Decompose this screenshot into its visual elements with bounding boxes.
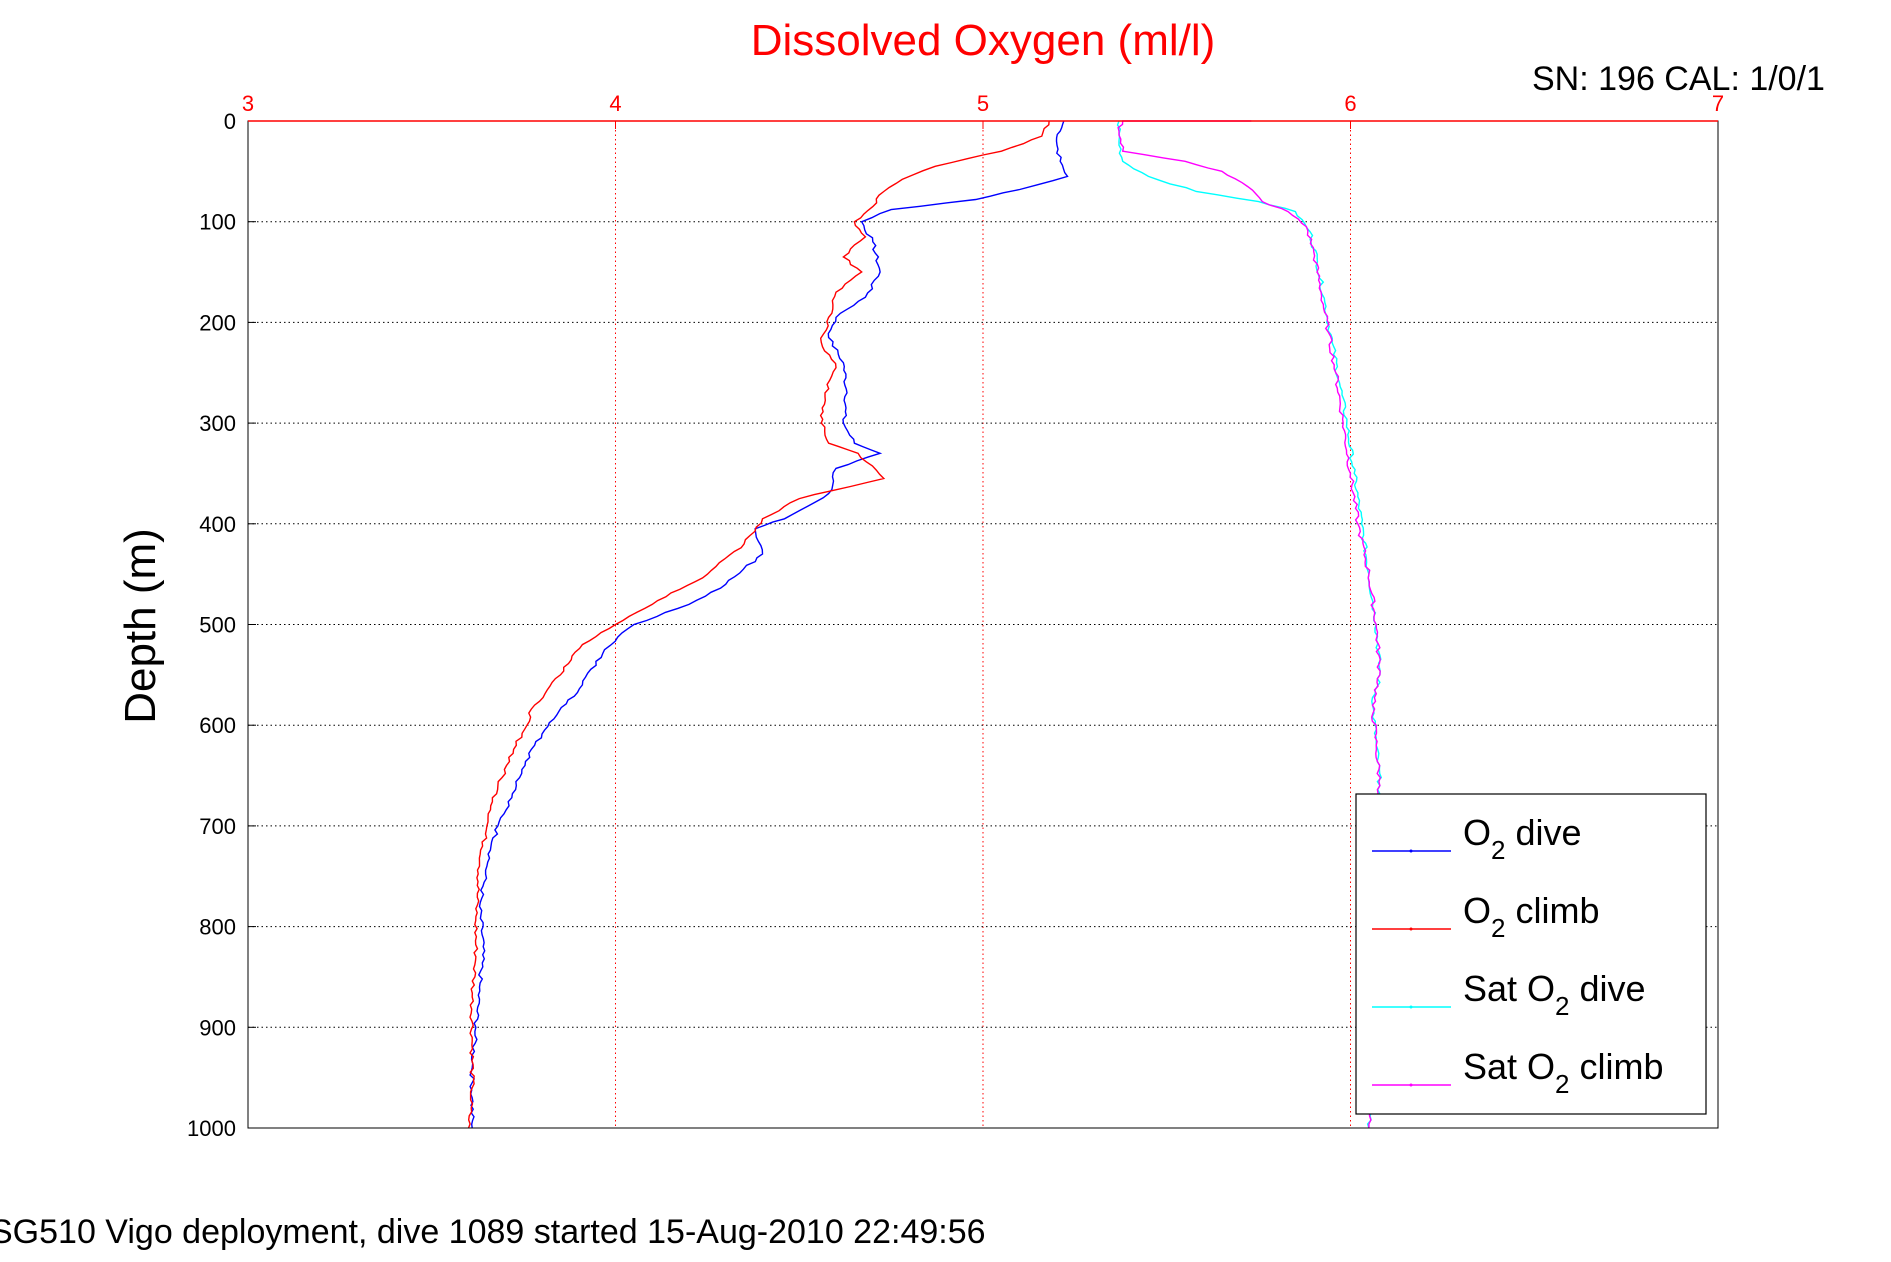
y-tick-label: 300 [199, 411, 236, 436]
legend-marker [1409, 1005, 1413, 1009]
legend-label: Sat O2 dive [1463, 968, 1646, 1021]
x-tick-label: 3 [242, 91, 254, 116]
y-tick-label: 800 [199, 915, 236, 940]
legend-label-base: O [1463, 890, 1491, 931]
legend-label-suffix: dive [1505, 812, 1581, 853]
legend-label-suffix: climb [1570, 1046, 1664, 1087]
legend-marker [1409, 1083, 1413, 1087]
legend-label-base: O [1463, 812, 1491, 853]
legend-label: Sat O2 climb [1463, 1046, 1664, 1099]
series-line-o2_climb [467, 120, 1050, 1129]
legend-label-base: Sat O [1463, 1046, 1555, 1087]
y-tick-label: 600 [199, 713, 236, 738]
x-tick-label: 4 [609, 91, 621, 116]
legend-label-suffix: climb [1505, 890, 1599, 931]
y-tick-label: 100 [199, 210, 236, 235]
axis-ticks: 3 4 5 6 7 0 100 200 300 400 500 600 700 800 900 1000 [187, 91, 1724, 1141]
legend-box [1355, 793, 1707, 1115]
y-tick-label: 1000 [187, 1116, 236, 1141]
y-tick-label: 900 [199, 1015, 236, 1040]
legend-label-subscript: 2 [1491, 913, 1505, 943]
legend-label: O2 climb [1463, 890, 1600, 943]
chart-title: Dissolved Oxygen (ml/l) [751, 16, 1216, 65]
legend-label-subscript: 2 [1491, 835, 1505, 865]
y-axis-label: Depth (m) [116, 528, 165, 724]
series-layer [467, 120, 1383, 1129]
x-tick-label: 5 [977, 91, 989, 116]
footer-caption: SG510 Vigo deployment, dive 1089 started… [0, 1213, 986, 1251]
series-line-o2_dive [469, 120, 1069, 1129]
x-tick-label: 7 [1712, 91, 1724, 116]
legend-marker [1409, 849, 1413, 853]
legend-label-subscript: 2 [1555, 991, 1569, 1021]
serial-calibration-label: SN: 196 CAL: 1/0/1 [1532, 60, 1825, 98]
legend-label-suffix: dive [1570, 968, 1646, 1009]
x-tick-label: 6 [1344, 91, 1356, 116]
legend-marker [1409, 927, 1413, 931]
legend-label-subscript: 2 [1555, 1069, 1569, 1099]
y-tick-label: 500 [199, 613, 236, 638]
y-tick-label: 400 [199, 512, 236, 537]
y-tick-label: 700 [199, 814, 236, 839]
y-tick-label: 0 [224, 109, 236, 134]
legend-label: O2 dive [1463, 812, 1582, 865]
legend-label-base: Sat O [1463, 968, 1555, 1009]
y-tick-label: 200 [199, 310, 236, 335]
